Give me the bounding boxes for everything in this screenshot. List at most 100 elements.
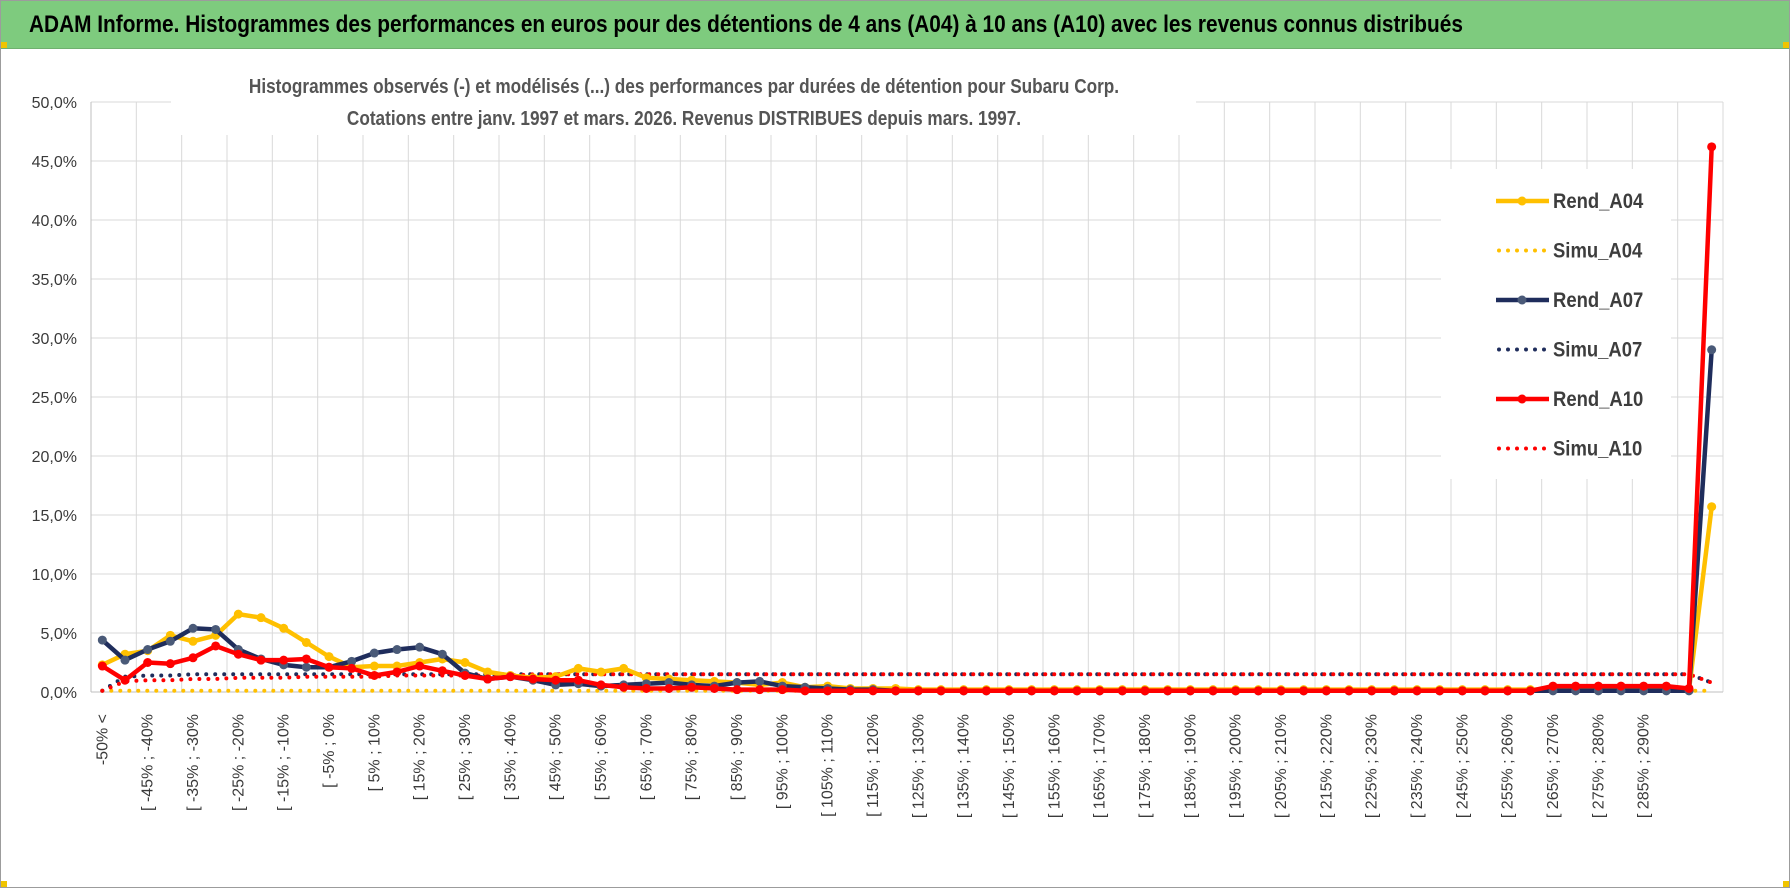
data-point [1503, 686, 1513, 696]
data-point [324, 662, 334, 672]
x-tick-label: [ -35% ; -30% [185, 714, 202, 811]
legend-entry: Rend_A04 [1496, 190, 1643, 213]
legend-marker [1517, 394, 1527, 404]
data-point [143, 645, 153, 655]
data-point [460, 670, 470, 680]
x-tick-label: [ -5% ; 0% [321, 714, 338, 788]
data-point [1639, 681, 1649, 691]
data-point [279, 655, 289, 665]
data-point [1027, 686, 1037, 696]
x-tick-label: [ 235% ; 240% [1409, 714, 1426, 818]
x-tick-label: [ 135% ; 140% [956, 714, 973, 818]
y-axis: 0,0% 5,0% 10,0% 15,0% 20,0% 25,0% 30,0% 35,0% 40… [32, 95, 92, 702]
data-point [1616, 681, 1626, 691]
data-point [369, 648, 379, 658]
data-point [596, 667, 606, 677]
y-tick-label: 5,0% [41, 626, 77, 643]
data-point [483, 667, 493, 677]
legend-entry: Rend_A10 [1496, 388, 1643, 411]
data-point [211, 624, 221, 634]
data-point [143, 658, 153, 667]
x-tick-label: [ 115% ; 120% [865, 714, 882, 817]
y-tick-label: 40,0% [32, 213, 77, 230]
data-point [573, 675, 583, 685]
data-point [256, 613, 266, 623]
x-tick-label: [ 255% ; 260% [1500, 714, 1517, 818]
data-point [188, 653, 198, 663]
data-point [1140, 686, 1150, 696]
data-point [437, 649, 447, 659]
x-tick-label: [ 15% ; 20% [412, 714, 429, 800]
data-point [483, 674, 493, 684]
x-tick-label: [ 65% ; 70% [638, 714, 655, 800]
x-tick-label: [ 265% ; 270% [1545, 714, 1562, 818]
x-tick-label: [ 275% ; 280% [1590, 714, 1607, 818]
data-point [1707, 345, 1717, 355]
data-point [1457, 686, 1467, 696]
y-tick-label: 45,0% [32, 154, 77, 171]
data-point [1684, 683, 1694, 693]
data-point [687, 682, 697, 692]
x-tick-label: [ 175% ; 180% [1137, 714, 1154, 818]
data-point [165, 659, 175, 669]
data-point [437, 666, 447, 676]
y-tick-label: 30,0% [32, 331, 77, 348]
data-point [1661, 681, 1671, 691]
data-point [301, 637, 311, 647]
data-point [664, 683, 674, 693]
data-point [1253, 686, 1263, 696]
data-point [120, 655, 130, 665]
x-tick-label: [ 185% ; 190% [1182, 714, 1199, 818]
data-point [301, 662, 311, 672]
data-point [120, 675, 130, 685]
legend-marker [1517, 295, 1527, 305]
x-tick-label: [ 85% ; 90% [729, 714, 746, 800]
x-tick-label: [ 155% ; 160% [1046, 714, 1063, 818]
data-point [800, 686, 810, 696]
data-point [1412, 686, 1422, 696]
data-point [1548, 681, 1558, 691]
data-point [1389, 686, 1399, 696]
x-tick-label: [ 55% ; 60% [593, 714, 610, 800]
x-tick-label: [ 285% ; 290% [1636, 714, 1653, 818]
data-point [1049, 686, 1059, 696]
data-point [505, 672, 515, 682]
chart-title-background [171, 73, 1196, 135]
legend-label: Rend_A10 [1553, 388, 1643, 411]
data-point [188, 623, 198, 633]
data-point [460, 658, 470, 667]
data-point [573, 663, 583, 673]
data-point [1525, 686, 1535, 696]
data-point [1593, 681, 1603, 691]
x-tick-label: [ 145% ; 150% [1001, 714, 1018, 818]
data-point [1321, 686, 1331, 696]
data-point [936, 686, 946, 696]
y-tick-label: 25,0% [32, 390, 77, 407]
data-point [619, 682, 629, 692]
data-point [1299, 686, 1309, 696]
report-title: ADAM Informe. Histogrammes des performan… [29, 11, 1463, 38]
data-point [732, 678, 742, 688]
legend-entry: Simu_A04 [1497, 239, 1642, 263]
x-tick-label: [ -15% ; -10% [276, 714, 293, 811]
x-tick-label: [ 165% ; 170% [1092, 714, 1109, 818]
x-tick-label: [ 75% ; 80% [684, 714, 701, 800]
y-tick-label: 10,0% [32, 567, 77, 584]
y-tick-label: 0,0% [41, 685, 77, 702]
data-point [165, 636, 175, 646]
data-point [641, 683, 651, 693]
data-point [551, 675, 561, 685]
x-tick-label: -50% < [94, 714, 111, 765]
data-point [1276, 686, 1286, 696]
data-point [1163, 686, 1173, 696]
data-point [415, 661, 425, 671]
x-tick-label: [ 5% ; 10% [366, 714, 383, 791]
data-point [1707, 502, 1717, 512]
x-axis: -50% < [ -45% ; -40% [ -35% ; -30% [ -25% ;… [91, 691, 1723, 818]
corner-mark [1783, 42, 1789, 48]
series-Simu_A07 [100, 672, 1714, 693]
data-point [755, 685, 765, 695]
data-point [415, 642, 425, 652]
data-point [777, 685, 787, 695]
data-point [369, 670, 379, 680]
